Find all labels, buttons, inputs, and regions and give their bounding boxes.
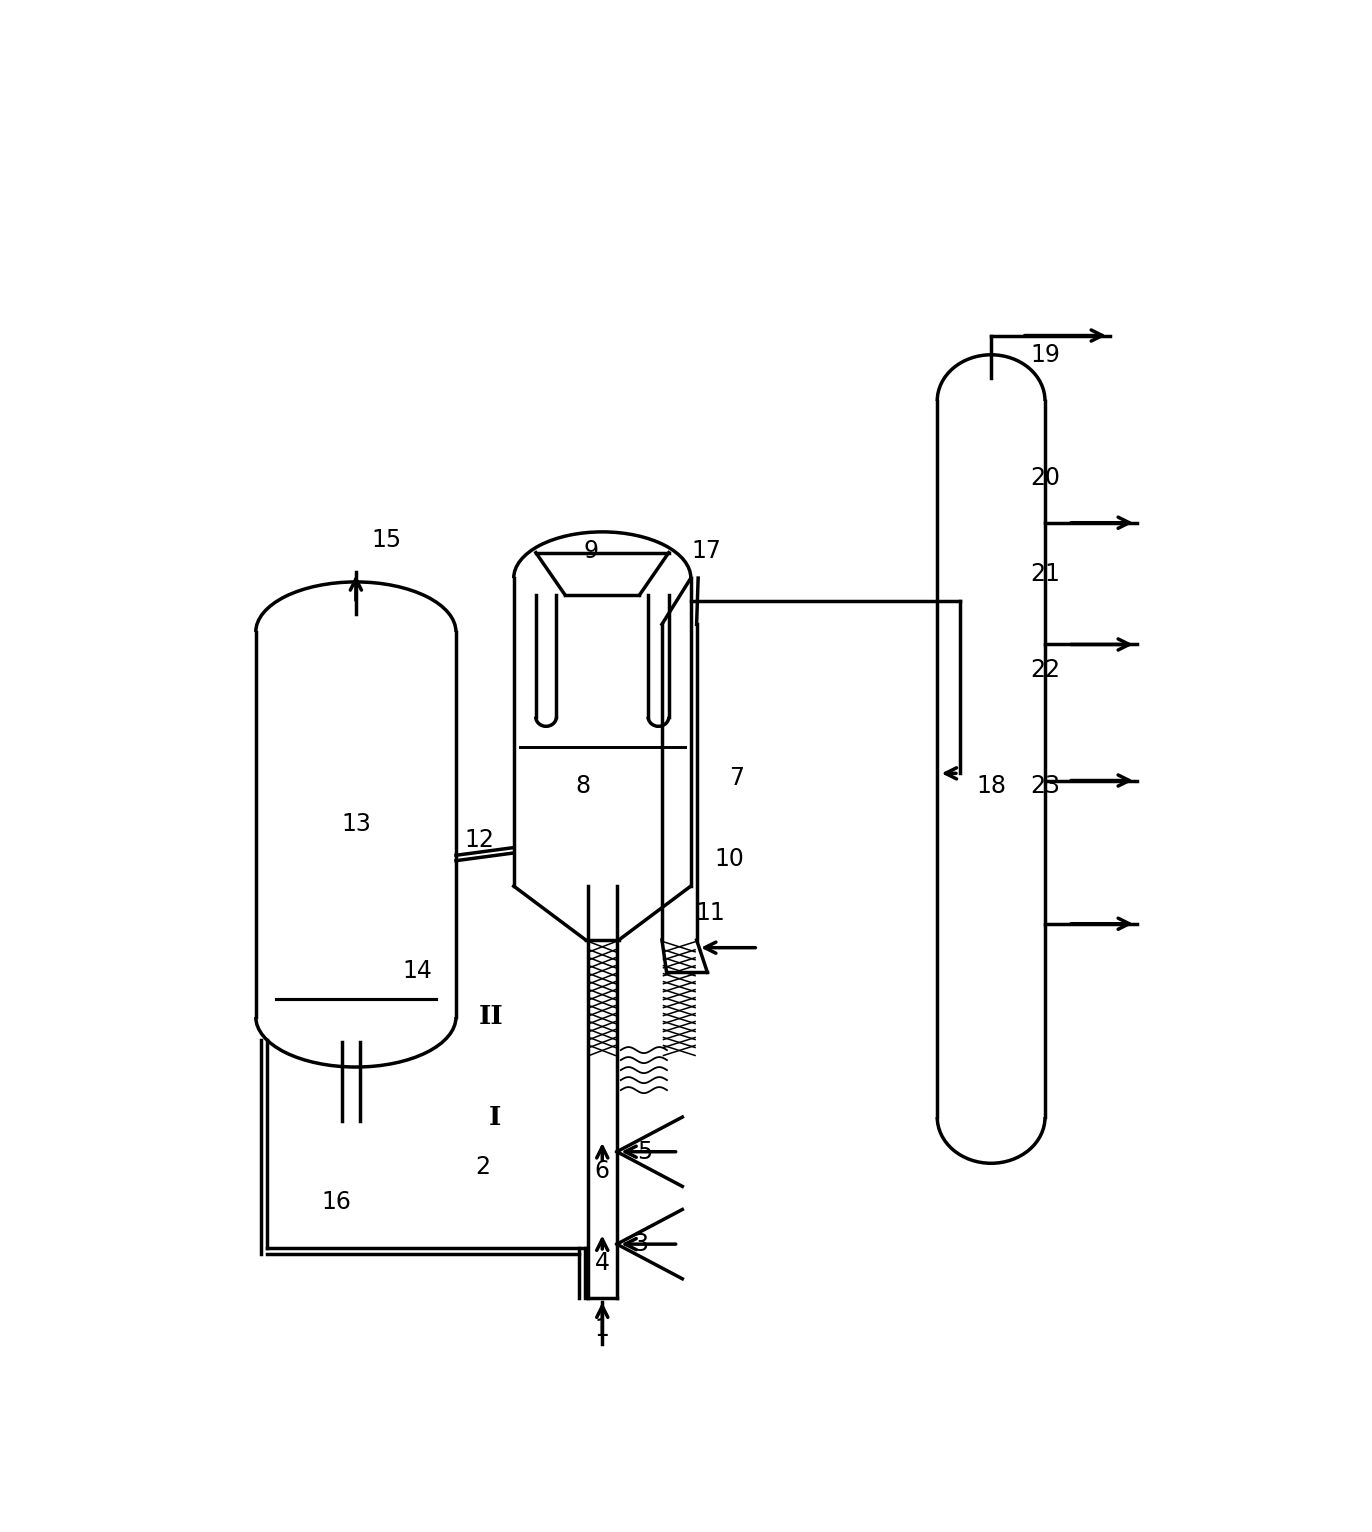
Text: 11: 11 xyxy=(696,901,724,925)
Text: 15: 15 xyxy=(372,527,402,552)
Text: 18: 18 xyxy=(975,774,1006,798)
Text: 2: 2 xyxy=(476,1155,490,1180)
Text: II: II xyxy=(479,1005,504,1030)
Text: 4: 4 xyxy=(595,1252,609,1275)
Text: 23: 23 xyxy=(1030,774,1061,798)
Text: 14: 14 xyxy=(402,959,432,984)
Text: 3: 3 xyxy=(634,1232,649,1256)
Text: I: I xyxy=(488,1105,501,1129)
Text: 17: 17 xyxy=(691,539,722,564)
Text: 16: 16 xyxy=(321,1190,351,1213)
Text: 6: 6 xyxy=(595,1160,609,1183)
Text: 13: 13 xyxy=(342,812,370,836)
Text: 12: 12 xyxy=(464,827,494,852)
Text: 9: 9 xyxy=(583,539,598,564)
Text: 1: 1 xyxy=(595,1318,609,1340)
Text: 22: 22 xyxy=(1030,659,1061,682)
Text: 21: 21 xyxy=(1030,562,1061,587)
Text: 7: 7 xyxy=(730,766,745,791)
Text: 10: 10 xyxy=(715,847,744,872)
Text: 5: 5 xyxy=(637,1140,652,1164)
Text: 8: 8 xyxy=(575,774,590,798)
Text: 20: 20 xyxy=(1030,466,1061,490)
Text: 19: 19 xyxy=(1030,343,1061,366)
